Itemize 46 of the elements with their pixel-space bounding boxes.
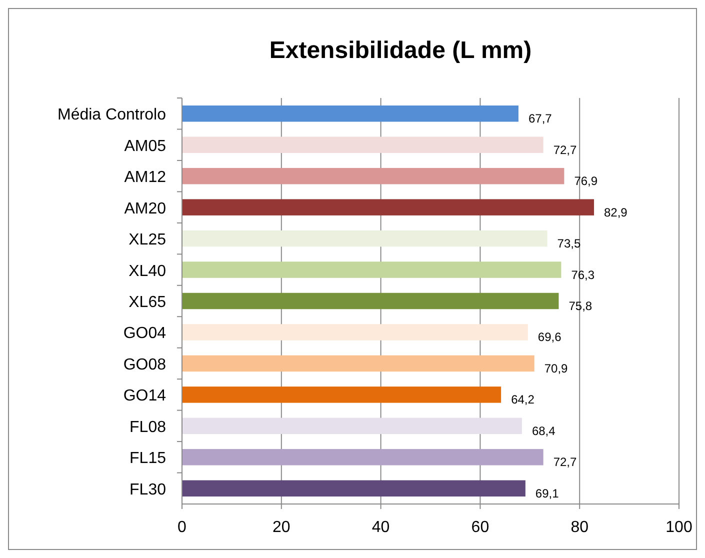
bar bbox=[182, 230, 548, 247]
x-tick-label: 100 bbox=[666, 519, 692, 536]
y-tick-label: AM20 bbox=[124, 200, 166, 218]
y-tick-label: GO04 bbox=[123, 325, 166, 342]
y-tick-label: XL25 bbox=[128, 232, 166, 249]
y-tick-label: FL30 bbox=[130, 481, 166, 498]
bar bbox=[182, 262, 562, 278]
data-label: 67,7 bbox=[528, 112, 552, 126]
y-tick-label: FL08 bbox=[130, 418, 166, 436]
y-tick-label: FL15 bbox=[130, 450, 166, 468]
y-tick-label: XL65 bbox=[128, 294, 166, 311]
data-label: 68,4 bbox=[532, 424, 556, 438]
y-tick-label: AM12 bbox=[124, 169, 166, 186]
bar bbox=[182, 168, 564, 184]
bar bbox=[182, 449, 544, 466]
y-tick-label: Média Controlo bbox=[58, 106, 166, 124]
data-label: 69,1 bbox=[535, 486, 560, 500]
data-label: 75,8 bbox=[568, 299, 592, 313]
bar bbox=[182, 386, 502, 403]
bar bbox=[182, 324, 528, 340]
x-tick-label: 0 bbox=[178, 519, 187, 536]
data-label: 70,9 bbox=[544, 361, 568, 376]
data-label: 69,6 bbox=[538, 330, 562, 344]
bar bbox=[182, 418, 522, 434]
data-label: 76,9 bbox=[574, 174, 598, 188]
bar bbox=[182, 199, 594, 216]
y-tick-label: XL40 bbox=[128, 262, 166, 280]
y-tick-label: GO14 bbox=[123, 388, 166, 405]
y-tick-label: GO08 bbox=[123, 356, 166, 374]
data-label: 72,7 bbox=[553, 455, 577, 470]
bar bbox=[182, 105, 518, 122]
chart-title: Extensibilidade (L mm) bbox=[269, 37, 532, 64]
data-label: 72,7 bbox=[553, 142, 577, 157]
bar bbox=[182, 355, 534, 372]
bar bbox=[182, 136, 544, 153]
y-tick-label: AM05 bbox=[124, 138, 166, 155]
x-tick-label: 60 bbox=[471, 519, 490, 536]
data-label: 82,9 bbox=[604, 205, 628, 220]
bar bbox=[182, 480, 526, 497]
x-tick-label: 20 bbox=[272, 519, 290, 536]
x-tick-label: 80 bbox=[570, 519, 589, 536]
bar bbox=[182, 292, 559, 310]
data-label: 64,2 bbox=[511, 392, 535, 407]
data-label: 73,5 bbox=[557, 236, 581, 251]
data-label: 76,3 bbox=[571, 268, 595, 282]
x-tick-label: 40 bbox=[372, 519, 390, 536]
